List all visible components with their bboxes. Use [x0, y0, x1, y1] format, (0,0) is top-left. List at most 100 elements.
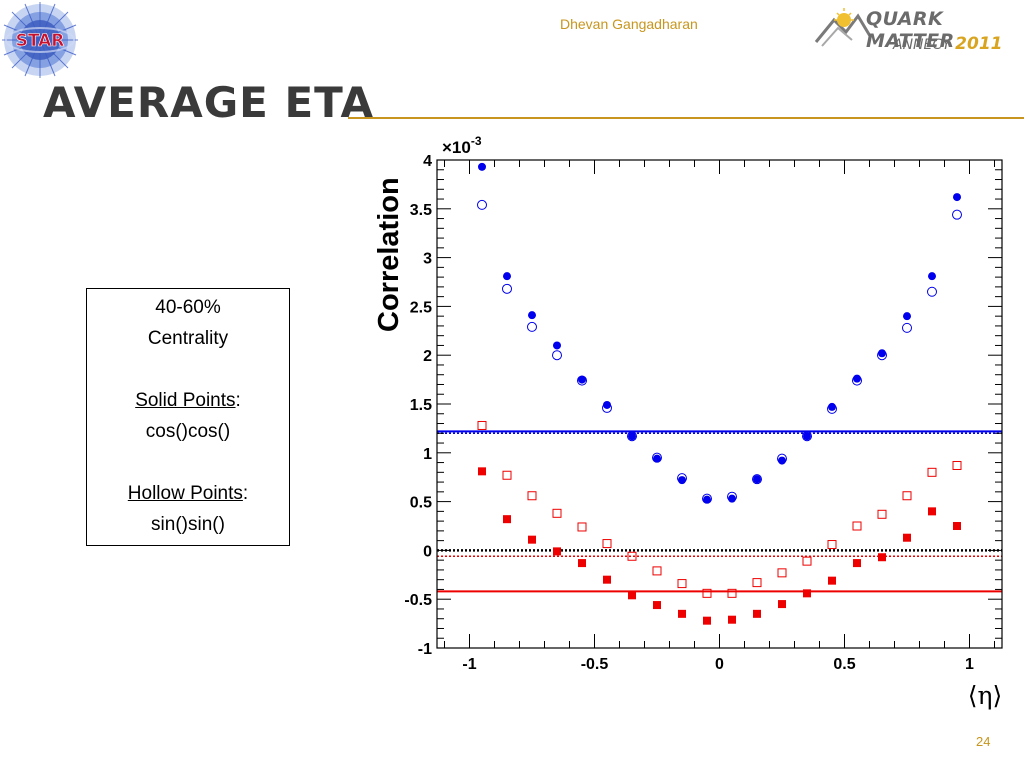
y-multiplier-base: ×10: [442, 138, 471, 157]
data-point-s3: [927, 467, 937, 477]
data-point-s1: [777, 453, 787, 464]
page-number: 24: [976, 734, 991, 749]
data-point-s3: [802, 556, 812, 566]
data-point-s3: [677, 579, 687, 589]
data-point-s2: [753, 609, 761, 618]
data-points: [477, 162, 962, 625]
data-point-s1: [477, 199, 487, 210]
data-point-s2: [628, 591, 636, 600]
x-tick-label: 0.5: [833, 656, 855, 673]
data-point-s2: [553, 547, 561, 556]
data-point-s1: [727, 491, 737, 502]
y-tick-label: 0: [423, 543, 432, 560]
data-point-s3: [827, 540, 837, 550]
y-multiplier-exponent: -3: [471, 134, 482, 148]
data-point-s2: [578, 559, 586, 568]
star-logo-text: STAR: [16, 31, 65, 51]
data-point-s3: [602, 539, 612, 549]
star-logo: STAR: [2, 2, 78, 78]
data-point-s2: [953, 522, 961, 530]
y-tick-label: 3: [423, 251, 432, 268]
quark-matter-logo-icon: [814, 8, 872, 47]
axis-ticks: -1 -0.5 0 0.5 1 1.5 2 2.5 3 3.5 4 -1 -0.5 0 0.5 1: [404, 153, 1002, 673]
x-tick-label: -1: [462, 656, 476, 673]
solid-points-colon: :: [235, 390, 241, 411]
data-point-s0: [553, 341, 561, 350]
data-point-s1: [527, 321, 537, 332]
solid-points-value: cos()cos(): [145, 421, 231, 442]
x-tick-label: 1: [965, 656, 974, 673]
data-point-s2: [928, 507, 936, 516]
data-point-s2: [853, 559, 861, 568]
correlation-chart: -1 -0.5 0 0.5 1 1.5 2 2.5 3 3.5 4 -1 -0.5 0 0.5 1 ×10-3…: [373, 134, 1003, 710]
data-point-s1: [502, 283, 512, 294]
data-point-s2: [678, 609, 686, 618]
data-point-s0: [703, 495, 711, 504]
data-point-s0: [928, 272, 936, 281]
data-point-s1: [952, 209, 962, 220]
y-multiplier: ×10-3: [442, 134, 482, 157]
hollow-points-label: Hollow Points: [127, 483, 243, 504]
data-point-s0: [803, 432, 811, 441]
data-point-s3: [877, 509, 887, 519]
data-point-s3: [502, 470, 512, 480]
centrality-range: 40-60%: [155, 297, 221, 318]
data-point-s2: [778, 600, 786, 609]
data-point-s3: [477, 420, 487, 430]
data-point-s3: [627, 551, 637, 561]
data-point-s2: [603, 575, 611, 584]
data-point-s1: [652, 452, 662, 463]
x-tick-label: -0.5: [581, 656, 609, 673]
data-point-s2: [728, 615, 736, 624]
title-rule: [348, 117, 1024, 119]
star-burst-icon: [2, 2, 78, 78]
data-point-s2: [503, 515, 511, 524]
x-axis-label: ⟨η⟩: [968, 681, 1003, 710]
data-point-s1: [927, 286, 937, 297]
data-point-s3: [852, 521, 862, 531]
author-name: Dhevan Gangadharan: [560, 16, 698, 32]
y-tick-label: 4: [423, 153, 432, 170]
y-tick-label: -1: [418, 641, 432, 658]
data-point-s3: [727, 588, 737, 598]
data-point-s1: [552, 350, 562, 361]
data-point-s3: [702, 588, 712, 598]
data-point-s2: [878, 553, 886, 562]
data-point-s0: [953, 193, 961, 202]
data-point-s1: [852, 375, 862, 386]
data-point-s0: [653, 454, 661, 463]
data-point-s2: [478, 467, 486, 476]
y-axis-label: Correlation: [373, 177, 405, 332]
reference-lines: [437, 430, 1002, 593]
data-point-s2: [703, 616, 711, 625]
centrality-label: Centrality: [147, 328, 229, 349]
data-point-s2: [528, 535, 536, 544]
y-tick-label: 1.5: [410, 397, 432, 414]
data-point-s0: [903, 312, 911, 321]
data-point-s1: [602, 402, 612, 413]
data-point-s0: [753, 475, 761, 484]
y-tick-label: 2.5: [410, 299, 432, 316]
hollow-points-heading: Hollow Points:: [87, 483, 289, 505]
data-point-s0: [628, 432, 636, 441]
data-point-s1: [577, 375, 587, 386]
y-tick-label: 2: [423, 348, 432, 365]
data-point-s0: [528, 311, 536, 320]
data-point-s0: [578, 375, 586, 384]
conference-name: QUARK MATTER: [866, 8, 955, 52]
slide-title: AVERAGE ETA: [43, 78, 375, 127]
conference-city: ANNECY: [893, 37, 951, 53]
data-point-s3: [777, 568, 787, 578]
y-tick-label: 3.5: [410, 202, 432, 219]
data-point-s1: [827, 403, 837, 414]
hollow-points-value: sin()sin(): [151, 514, 225, 535]
y-tick-label: 0.5: [410, 495, 432, 512]
y-tick-label: -0.5: [404, 592, 432, 609]
conference-year: 2011: [955, 34, 1003, 54]
data-point-s1: [877, 350, 887, 361]
data-point-s2: [653, 601, 661, 610]
data-point-s1: [802, 431, 812, 442]
data-point-s2: [903, 533, 911, 542]
x-tick-label: 0: [715, 656, 724, 673]
data-point-s0: [478, 162, 486, 171]
